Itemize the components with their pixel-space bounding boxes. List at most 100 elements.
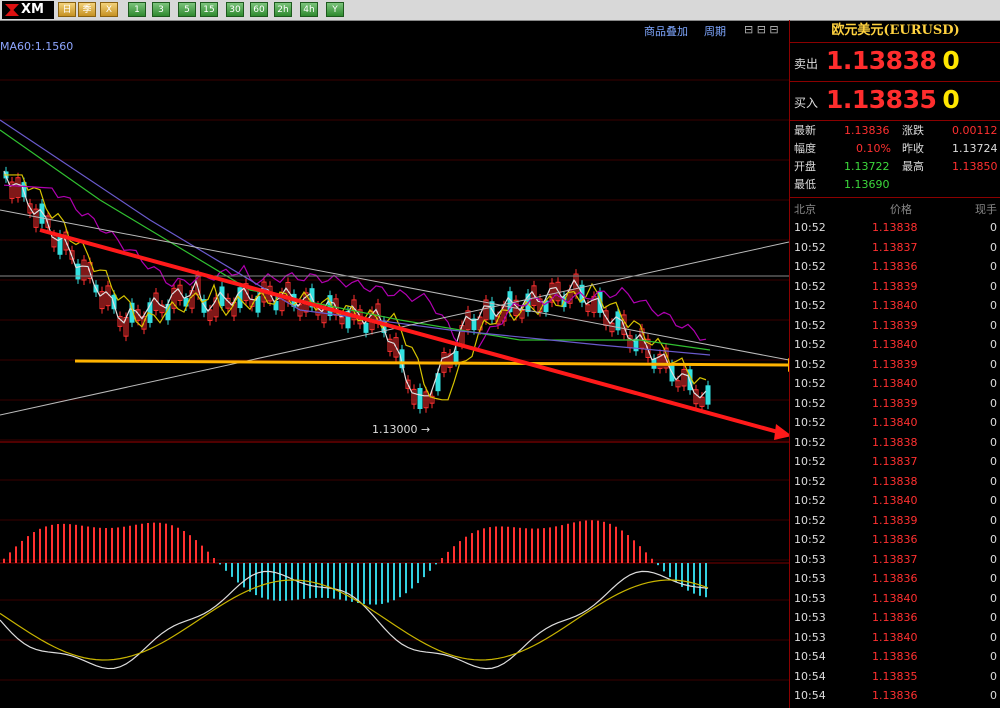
candle-body [393,337,399,358]
ticks-header-time: 北京 [794,203,816,216]
tick-price: 1.13837 [872,455,918,468]
tick-price: 1.13836 [872,650,918,663]
tick-time: 10:52 [794,435,826,449]
candle-body [99,291,105,310]
period-button-8[interactable]: 60 [250,2,268,17]
ma-line-magenta [3,184,707,350]
tick-row: 10:52 1.13840 0 [790,374,1000,394]
toolbar: XM 日季 X 1 3 5 15 30 60 2h 4h Y [0,0,1000,21]
candle-body [399,349,405,369]
period-button-5[interactable]: 5 [178,2,196,17]
sell-label: 卖出 [794,57,819,71]
period-button-11[interactable]: Y [326,2,344,17]
tick-volume: 0 [990,279,997,293]
tick-row: 10:52 1.13839 0 [790,394,1000,414]
tick-row: 10:54 1.13835 0 [790,667,1000,687]
latest-value: 1.13836 [844,124,890,137]
tick-price: 1.13838 [872,474,918,488]
tick-time: 10:53 [794,572,826,585]
candle-body [681,368,687,387]
tick-time: 10:52 [794,396,826,410]
tick-time: 10:52 [794,221,826,234]
period-button-0[interactable]: 日 [58,2,76,17]
tick-time: 10:52 [794,299,826,312]
tick-time: 10:52 [794,338,826,351]
tick-row: 10:53 1.13836 0 [790,569,1000,589]
tick-volume: 0 [990,240,997,254]
candle-body [237,287,243,309]
tick-time: 10:52 [794,357,826,371]
period-button-7[interactable]: 30 [226,2,244,17]
ticks-header-price: 价格 [890,203,912,216]
tick-time: 10:52 [794,494,826,507]
candle-body [549,282,555,303]
tick-row: 10:52 1.13838 0 [790,218,1000,238]
candle-body [21,182,27,198]
candle-body [423,391,429,409]
tick-volume: 0 [990,221,997,234]
tick-volume: 0 [990,435,997,449]
candle-body [129,302,135,323]
ticks-header-volume: 现手 [975,203,997,216]
range-label: 幅度 [794,142,816,155]
candle-body [27,203,33,214]
period-button-6[interactable]: 15 [200,2,218,17]
tick-row: 10:53 1.13840 0 [790,589,1000,609]
tick-time: 10:54 [794,650,826,663]
period-button-4[interactable]: 3 [152,2,170,17]
tick-time: 10:54 [794,669,826,683]
ma-line-white [3,170,707,399]
macd-line-white [0,570,709,670]
prev-close-label: 昨收 [902,142,924,155]
tick-row: 10:54 1.13836 0 [790,686,1000,706]
candle-body [495,316,501,325]
ticks-header: 北京 价格 现手 [790,198,1000,218]
resistance-line-red [39,228,779,434]
ma-line-yellow [4,174,707,401]
tick-price: 1.13840 [872,494,918,507]
tick-time: 10:53 [794,591,826,605]
overlay-link[interactable]: 商品叠加 [644,25,688,38]
candle-body [609,322,615,333]
candle-body [213,297,219,318]
low-annotation: 1.13000 → [372,423,430,436]
tick-volume: 0 [990,299,997,312]
tick-row: 10:53 1.13836 0 [790,608,1000,628]
ticks-list[interactable]: 10:52 1.13838 0 10:52 1.13837 0 10:52 1.13836 0 1… [790,218,1000,706]
price-chart[interactable]: 1.13000 → [0,20,789,708]
period-button-1[interactable]: 季 [78,2,96,17]
tick-row: 10:52 1.13839 0 [790,277,1000,297]
period-button-3[interactable]: 1 [128,2,146,17]
period-button-2[interactable]: X [100,2,118,17]
period-button-9[interactable]: 2h [274,2,292,17]
candle-body [159,304,165,314]
candle-body [45,215,51,228]
tick-price: 1.13837 [872,552,918,566]
candle-body [15,177,21,199]
sell-quote[interactable]: 卖出 1.13838 0 [790,43,1000,82]
tick-volume: 0 [990,357,997,371]
cycle-link[interactable]: 周期 [704,25,726,38]
tick-time: 10:52 [794,455,826,468]
buy-quote[interactable]: 买入 1.13835 0 [790,82,1000,121]
sell-price: 1.13838 0 [826,46,960,75]
high-label: 最高 [902,160,924,173]
candle-body [363,322,369,333]
trend-line-down [0,209,789,361]
tick-volume: 0 [990,572,997,585]
candle-body [447,353,453,368]
tick-time: 10:52 [794,416,826,429]
nav-icons[interactable]: ⊟ ⊟ ⊟ [744,23,779,36]
buy-label: 买入 [794,96,819,110]
tick-price: 1.13836 [872,533,918,546]
period-button-10[interactable]: 4h [300,2,318,17]
tick-row: 10:52 1.13838 0 [790,433,1000,453]
tick-time: 10:52 [794,513,826,527]
candle-body [645,338,651,358]
tick-row: 10:52 1.13838 0 [790,472,1000,492]
tick-price: 1.13836 [872,611,918,624]
tick-price: 1.13840 [872,416,918,429]
support-arrow-yellow [788,358,789,372]
tick-price: 1.13839 [872,279,918,293]
change-label: 涨跌 [902,124,924,137]
